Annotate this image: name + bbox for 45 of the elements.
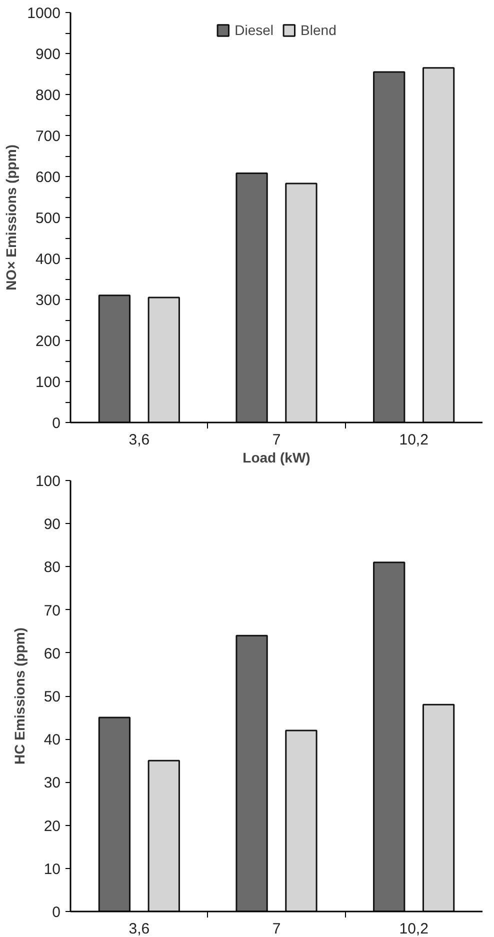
bar [285,182,318,422]
y-tick-label: 0 [52,415,60,432]
bar [422,67,455,422]
y-tick-label: 800 [35,87,61,104]
x-tick-label: 7 [272,920,281,937]
y-tick-label: 0 [52,904,60,921]
y-tick-label: 20 [44,818,61,835]
bar [148,760,180,912]
y-tick-label: 900 [35,46,61,63]
bar [422,704,455,912]
y-tick-label: 400 [35,251,61,268]
x-tick-label: 10,2 [399,920,428,937]
y-tick-label: 100 [35,473,61,490]
bar [236,172,268,422]
y-tick-label: 30 [44,774,61,792]
y-tick-label: 200 [35,333,61,350]
legend-label: Blend [300,22,336,38]
bar [98,716,131,912]
bar [373,71,406,422]
legend-label: Diesel [234,22,274,38]
y-tick-label: 60 [44,645,61,662]
y-tick-label: 50 [44,688,61,706]
y-tick-label: 600 [35,169,61,186]
bar [373,562,406,912]
y-tick-label: 70 [44,602,61,620]
y-tick-label: 500 [35,210,61,227]
x-axis-title: Load (kW) [242,450,310,466]
bar [148,296,180,422]
y-axis-title: HC Emissions (ppm) [11,628,28,764]
x-tick-label: 3,6 [128,432,150,448]
bar [98,294,131,422]
y-tick-label: 300 [35,292,61,309]
x-tick-label: 7 [272,432,281,448]
x-tick-label: 3,6 [128,920,150,937]
y-tick-label: 10 [44,860,61,878]
y-tick-label: 80 [44,559,61,576]
y-tick-label: 700 [35,128,61,145]
y-tick-label: 1000 [27,5,61,22]
bar [285,730,318,912]
y-axis-title: NO× Emissions (ppm) [3,144,20,290]
bar [236,634,268,912]
y-tick-label: 100 [35,374,61,391]
y-tick-label: 90 [44,516,61,534]
y-tick-label: 40 [44,732,61,749]
x-tick-label: 10,2 [399,432,428,448]
